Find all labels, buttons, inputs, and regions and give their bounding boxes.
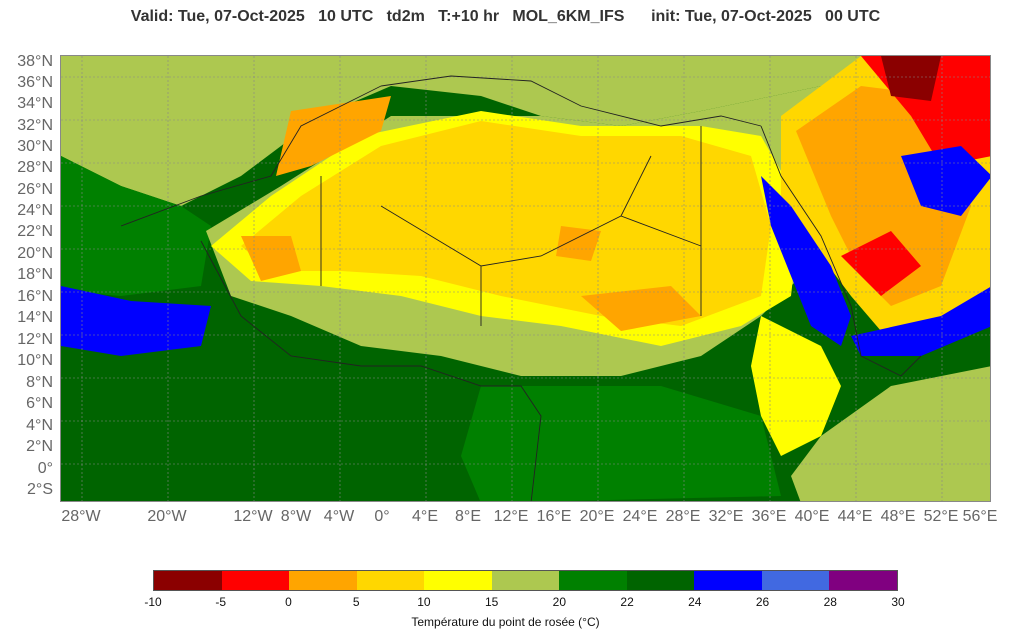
lon-label: 48°E — [880, 508, 916, 525]
lat-label: 4°N — [26, 417, 53, 434]
lat-label: 38°N — [17, 53, 53, 70]
colorbar-segment — [356, 571, 425, 590]
lon-label: 8°W — [280, 508, 312, 525]
colorbar-segment — [626, 571, 695, 590]
lat-label: 32°N — [17, 117, 53, 134]
colorbar-tick-label: 22 — [620, 595, 634, 609]
atlantic-blue-patch — [61, 286, 211, 356]
lon-label: 4°W — [323, 508, 355, 525]
colorbar-tick-label: 5 — [352, 595, 360, 609]
map-canvas — [61, 56, 990, 501]
lon-label: 28°W — [61, 508, 101, 525]
colorbar-tick-label: -10 — [144, 595, 162, 609]
colorbar-tick-label: 26 — [755, 595, 770, 609]
dew-point-map — [60, 55, 991, 502]
colorbar-segment — [694, 571, 762, 590]
lon-label: 56°E — [962, 508, 998, 525]
gulf-of-aden-area — [851, 287, 990, 356]
lon-label: 36°E — [751, 508, 787, 525]
borders — [120, 75, 922, 501]
colorbar-segment — [491, 571, 560, 590]
lat-label: 24°N — [17, 202, 53, 219]
lat-label: 18°N — [17, 266, 53, 283]
colorbar — [153, 570, 898, 591]
lat-label: 36°N — [17, 74, 53, 91]
lat-label: 26°N — [17, 181, 53, 198]
lat-label: 16°N — [17, 288, 53, 305]
lat-label: 28°N — [17, 159, 53, 176]
lat-label: 12°N — [17, 331, 53, 348]
lon-label: 28°E — [665, 508, 701, 525]
central-africa-area — [461, 386, 781, 501]
lat-label: 14°N — [17, 309, 53, 326]
colorbar-tick-label: 0 — [285, 595, 292, 609]
map-title: Valid: Tue, 07-Oct-2025 10 UTC td2m T:+1… — [130, 8, 881, 25]
graticule — [61, 56, 990, 501]
lon-label: 24°E — [622, 508, 658, 525]
atlas-dry-area — [276, 96, 391, 176]
mauritania-dry-area — [241, 236, 301, 281]
colorbar-segment — [424, 571, 492, 590]
lon-label: 0° — [374, 508, 390, 525]
colorbar-tick-label: 15 — [484, 595, 499, 609]
red-sea-area — [761, 176, 851, 346]
colorbar-segment — [154, 571, 222, 590]
lat-label: 34°N — [17, 95, 53, 112]
colorbar-segment — [221, 571, 290, 590]
colorbar-tick-label: 24 — [688, 595, 702, 609]
lat-label: 2°S — [27, 481, 53, 498]
lon-label: 12°W — [233, 508, 273, 525]
lat-label: 6°N — [26, 395, 53, 412]
lat-label: 8°N — [26, 374, 53, 391]
lat-label: 30°N — [17, 138, 53, 155]
colorbar-segment — [761, 571, 830, 590]
colorbar-segment — [829, 571, 898, 590]
colorbar-segment — [559, 571, 627, 590]
colorbar-segment — [289, 571, 357, 590]
lon-label: 8°E — [455, 508, 481, 525]
iraq-darkred-area — [881, 56, 941, 101]
lat-label: 10°N — [17, 352, 53, 369]
mediterranean-area — [61, 56, 990, 206]
colorbar-title: Température du point de rosée (°C) — [411, 615, 600, 629]
lon-label: 4°E — [412, 508, 438, 525]
colorbar-tick-label: -5 — [215, 595, 227, 609]
east-africa-area — [791, 366, 990, 501]
lon-label: 44°E — [837, 508, 873, 525]
lon-label: 20°E — [579, 508, 615, 525]
colorbar-tick-label: 28 — [823, 595, 837, 609]
lon-label: 40°E — [794, 508, 830, 525]
lat-label: 20°N — [17, 245, 53, 262]
chad-dry-area — [556, 226, 601, 261]
lon-label: 16°E — [536, 508, 572, 525]
lat-label: 22°N — [17, 223, 53, 240]
lon-label: 52°E — [923, 508, 959, 525]
atlantic-zone — [61, 156, 211, 296]
lon-label: 32°E — [708, 508, 744, 525]
colorbar-tick-label: 20 — [552, 595, 567, 609]
lat-label: 2°N — [26, 438, 53, 455]
colorbar-tick-label: 30 — [891, 595, 905, 609]
arabia-red-area — [841, 231, 921, 296]
sahara-gold — [241, 121, 771, 326]
colorbar-tick-label: 10 — [417, 595, 431, 609]
lon-label: 12°E — [493, 508, 529, 525]
lat-label: 0° — [37, 460, 53, 477]
persian-gulf-area — [901, 146, 990, 216]
sudan-dry-area — [581, 286, 701, 331]
lon-label: 20°W — [147, 508, 187, 525]
